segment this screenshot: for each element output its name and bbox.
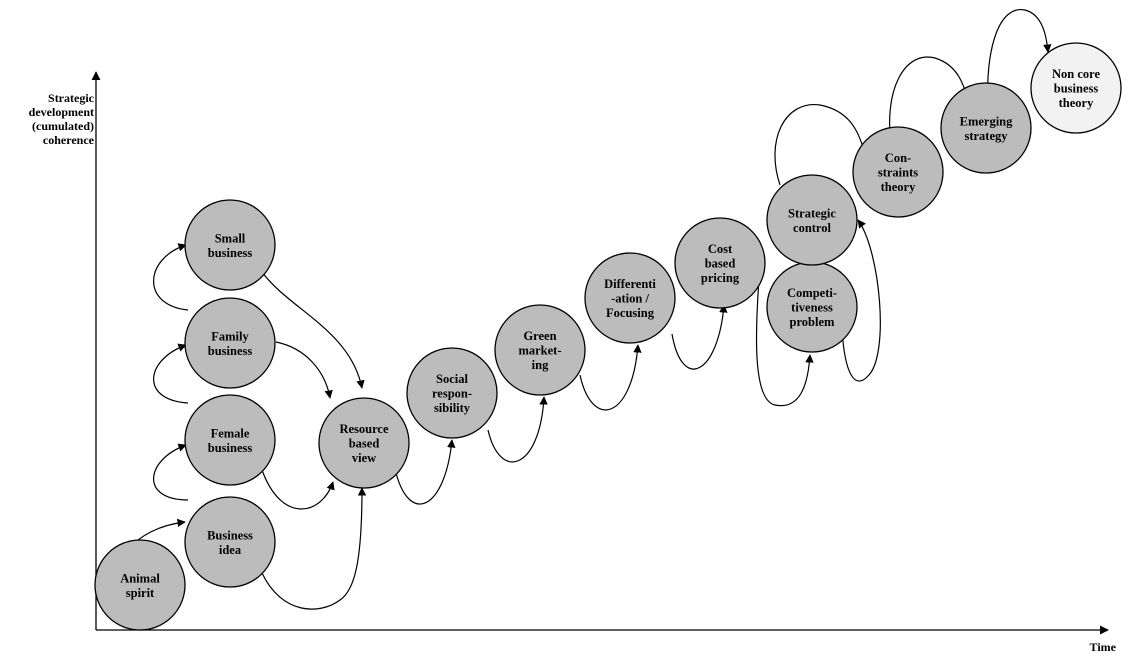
node-circle-constraints-theory [852, 126, 944, 218]
node-label-cost-based-pricing-line-0: Cost [708, 242, 733, 256]
node-circle-emerging-strategy [940, 82, 1032, 174]
node-label-differentiation-focusing-line-0: Differenti [604, 277, 656, 291]
node-circle-family-business [184, 297, 276, 389]
node-label-non-core-business-theory-line-2: theory [1059, 96, 1094, 110]
arrow-competitiveness-to-control [841, 219, 881, 382]
node-label-small-business-line-0: Small [215, 231, 246, 245]
node-label-competitiveness-problem-line-2: problem [790, 315, 835, 329]
node-differentiation-focusing: Differenti-ation /Focusing [584, 252, 676, 344]
node-label-strategic-control-line-1: control [793, 221, 831, 235]
node-label-social-responsibility-line-1: respon- [432, 387, 472, 401]
node-label-social-responsibility-line-2: sibility [434, 401, 471, 415]
node-circle-female-business [184, 394, 276, 486]
node-label-non-core-business-theory-line-1: business [1054, 82, 1099, 96]
node-circle-business-idea [184, 496, 276, 588]
y-axis-label: Strategic development (cumulated) cohere… [28, 91, 94, 147]
arrow-control-to-constraints [774, 104, 868, 186]
node-label-animal-spirit-line-1: spirit [126, 586, 155, 600]
arrow-female-to-family [153, 343, 189, 404]
node-label-business-idea-line-1: idea [219, 543, 242, 557]
node-label-cost-based-pricing-line-2: pricing [701, 271, 740, 285]
arrow-female-to-resource [261, 469, 335, 510]
node-label-family-business-line-0: Family [211, 329, 249, 343]
arrow-cost-to-competitiveness [755, 264, 814, 407]
node-circle-resource-based-view [318, 397, 410, 489]
node-circle-non-core-business-theory [1030, 42, 1122, 134]
node-label-small-business-line-1: business [208, 246, 253, 260]
arrow-family-to-resource [275, 341, 333, 399]
node-label-emerging-strategy-line-1: strategy [964, 129, 1008, 143]
arrow-idea-to-female [153, 443, 189, 501]
node-label-green-marketing-line-1: market- [518, 344, 561, 358]
node-circle-strategic-control [766, 174, 858, 266]
node-circle-social-responsibility [406, 347, 498, 439]
arrow-small-to-resource [261, 271, 365, 389]
arrow-constraints-to-emerging [889, 56, 973, 151]
node-label-emerging-strategy-line-0: Emerging [960, 114, 1014, 128]
node-circle-small-business [184, 199, 276, 291]
node-label-resource-based-view-line-0: Resource [339, 422, 389, 436]
arrow-social-to-green [487, 396, 548, 463]
node-circle-green-marketing [494, 304, 586, 396]
node-label-constraints-theory-line-1: straints [878, 166, 918, 180]
node-label-business-idea-line-0: Business [207, 528, 253, 542]
node-label-green-marketing-line-0: Green [523, 329, 556, 343]
node-label-female-business-line-0: Female [211, 426, 250, 440]
node-label-female-business-line-1: business [208, 441, 253, 455]
node-label-social-responsibility-line-0: Social [436, 372, 468, 386]
node-label-constraints-theory-line-2: theory [881, 180, 916, 194]
arrow-family-to-small [153, 243, 189, 311]
arrow-emerging-to-noncore [987, 9, 1052, 111]
node-label-resource-based-view-line-2: view [352, 451, 376, 465]
node-label-green-marketing-line-2: ing [532, 358, 549, 372]
connector-arrows [127, 9, 1052, 610]
x-axis-label: Time [1089, 640, 1116, 654]
arrow-resource-to-social [395, 439, 456, 505]
node-label-non-core-business-theory-line-0: Non core [1052, 67, 1100, 81]
node-circle-animal-spirit [94, 539, 186, 631]
node-label-differentiation-focusing-line-2: Focusing [606, 306, 655, 320]
node-label-strategic-control-line-0: Strategic [788, 206, 836, 220]
arrow-differentiation-to-cost [671, 304, 728, 370]
node-label-cost-based-pricing-line-1: based [705, 257, 736, 271]
node-label-differentiation-focusing-line-1: -ation / [611, 292, 649, 306]
node-label-constraints-theory-line-0: Con- [885, 151, 911, 165]
node-label-competitiveness-problem-line-1: tiveness [791, 301, 833, 315]
node-circle-differentiation-focusing [584, 252, 676, 344]
arrow-green-to-differentiation [579, 344, 642, 411]
node-circle-cost-based-pricing [674, 217, 766, 309]
node-label-family-business-line-1: business [208, 344, 253, 358]
node-label-competitiveness-problem-line-0: Competi- [787, 286, 837, 300]
node-label-animal-spirit-line-0: Animal [120, 571, 160, 585]
arrow-idea-to-resource [261, 487, 367, 610]
node-label-resource-based-view-line-1: based [349, 437, 380, 451]
nodes-layer: AnimalspiritBusinessideaFemalebusinessFa… [94, 42, 1122, 631]
